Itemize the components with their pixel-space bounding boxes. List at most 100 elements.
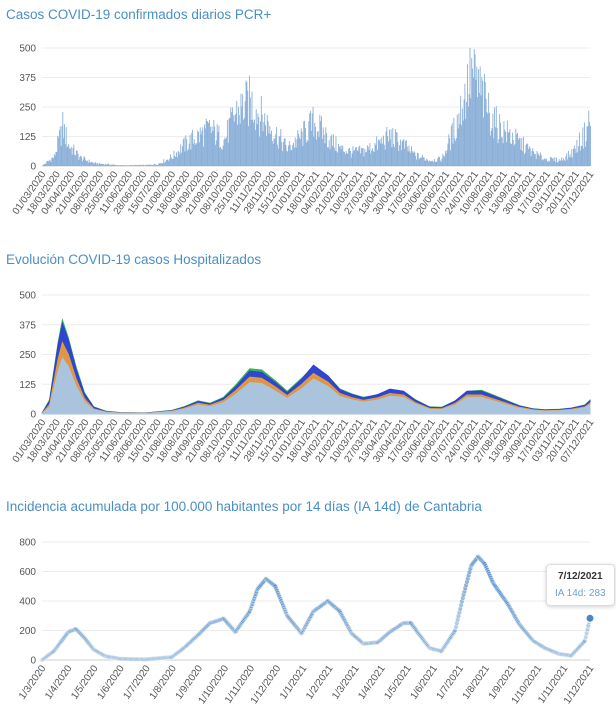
daily-case-bar xyxy=(342,145,344,166)
incidence-point xyxy=(582,638,588,644)
daily-case-bar xyxy=(92,162,94,166)
daily-case-bar xyxy=(158,163,160,166)
daily-case-bar xyxy=(485,98,487,166)
daily-case-bar xyxy=(252,119,254,166)
daily-case-bar xyxy=(169,158,171,166)
daily-case-bar xyxy=(484,82,486,166)
daily-case-bar xyxy=(544,158,546,166)
daily-case-bar xyxy=(364,148,366,166)
incidence-point xyxy=(47,651,53,657)
daily-case-bar xyxy=(275,134,277,166)
daily-case-bar xyxy=(141,165,143,166)
daily-case-bar xyxy=(318,137,320,166)
daily-case-bar xyxy=(562,160,563,166)
daily-case-bar xyxy=(306,139,308,166)
daily-case-bar xyxy=(308,121,310,166)
daily-case-bar xyxy=(165,161,166,166)
daily-case-bar xyxy=(177,150,179,166)
daily-case-bar xyxy=(432,160,434,166)
daily-case-bar xyxy=(45,163,47,166)
incidence-point xyxy=(299,630,305,636)
daily-case-bar xyxy=(431,161,433,166)
daily-case-bar xyxy=(51,158,53,166)
daily-case-bar xyxy=(579,150,581,166)
incidence-point xyxy=(508,607,514,613)
daily-case-bar xyxy=(349,151,351,166)
daily-case-bar xyxy=(226,137,227,166)
daily-case-bar xyxy=(458,113,460,166)
daily-case-bar xyxy=(551,158,553,166)
daily-case-bar xyxy=(468,94,470,166)
daily-case-bar xyxy=(331,134,333,166)
daily-case-bar xyxy=(493,138,495,166)
daily-case-bar xyxy=(445,153,447,166)
daily-case-bar xyxy=(192,129,194,166)
daily-case-bar xyxy=(541,160,543,166)
daily-case-bar xyxy=(130,165,132,166)
daily-case-bar xyxy=(398,150,400,166)
daily-case-bar xyxy=(545,158,547,166)
daily-case-bar xyxy=(414,152,416,166)
daily-case-bar xyxy=(509,129,511,166)
daily-case-bar xyxy=(162,163,164,166)
daily-case-bar xyxy=(148,164,149,166)
daily-case-bar xyxy=(583,148,585,166)
daily-case-bar xyxy=(61,125,63,166)
daily-case-bar xyxy=(525,144,527,166)
daily-case-bar xyxy=(368,149,370,166)
daily-case-bar xyxy=(250,120,252,166)
daily-case-bar xyxy=(265,135,267,166)
daily-case-bar xyxy=(184,151,186,166)
daily-case-bar xyxy=(225,138,227,166)
hospitalized-chart[interactable]: 500375250125001/03/202018/03/202004/04/2… xyxy=(0,246,616,486)
daily-case-bar xyxy=(506,142,507,166)
daily-case-bar xyxy=(463,99,465,166)
daily-case-bar xyxy=(137,165,138,166)
daily-case-bar xyxy=(261,114,263,166)
hospitalized-series-blue xyxy=(41,321,591,415)
daily-case-bar xyxy=(163,159,165,166)
daily-case-bar xyxy=(519,137,521,166)
daily-case-bar xyxy=(447,143,449,166)
daily-case-bar xyxy=(179,154,181,166)
daily-case-bar xyxy=(253,122,255,166)
daily-case-bar xyxy=(213,119,215,166)
daily-case-bar xyxy=(323,134,325,166)
daily-case-bar xyxy=(80,155,82,166)
daily-case-bar xyxy=(402,140,404,166)
daily-case-bar xyxy=(478,69,479,166)
daily-case-bar xyxy=(235,113,237,166)
daily-case-bar xyxy=(366,151,367,166)
daily-case-bar xyxy=(472,77,474,166)
daily-case-bar xyxy=(480,95,482,166)
daily-case-bar xyxy=(438,156,440,166)
daily-case-bar xyxy=(539,152,541,166)
daily-case-bar xyxy=(246,82,248,166)
daily-case-bar xyxy=(362,148,364,166)
daily-case-bar xyxy=(185,135,187,166)
daily-case-bar xyxy=(244,101,246,166)
daily-case-bar xyxy=(354,149,356,166)
daily-case-bar xyxy=(553,161,555,166)
cases-chart[interactable]: 500375250125001/03/202018/03/202004/04/2… xyxy=(0,0,616,238)
daily-case-bar xyxy=(103,164,105,166)
daily-case-bar xyxy=(138,165,140,166)
daily-case-bar xyxy=(118,165,120,166)
daily-case-bar xyxy=(327,147,328,166)
daily-case-bar xyxy=(568,156,570,166)
daily-case-bar xyxy=(145,164,147,166)
daily-case-bar xyxy=(47,160,48,166)
incidence-chart[interactable]: 80060040020001/3/20201/4/20201/5/20201/6… xyxy=(0,492,616,720)
incidence-tooltip: 7/12/2021 IA 14d: 283 xyxy=(546,564,615,606)
daily-case-bar xyxy=(300,128,302,166)
daily-case-bar xyxy=(266,114,268,166)
daily-case-bar xyxy=(260,95,262,166)
daily-case-bar xyxy=(324,143,326,166)
daily-case-bar xyxy=(440,161,442,166)
daily-case-bar xyxy=(98,162,100,166)
daily-case-bar xyxy=(546,160,548,166)
daily-case-bar xyxy=(265,125,267,166)
daily-case-bar xyxy=(327,147,329,166)
daily-case-bar xyxy=(257,113,259,166)
daily-case-bar xyxy=(528,149,529,166)
